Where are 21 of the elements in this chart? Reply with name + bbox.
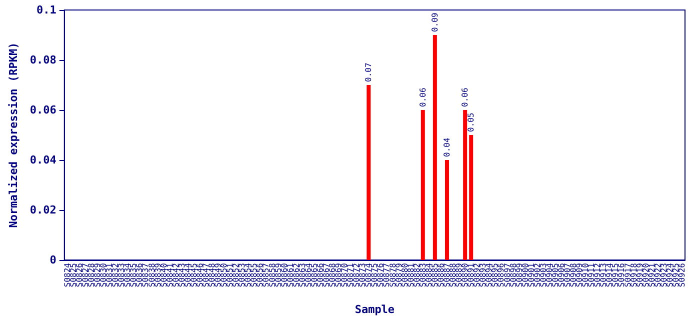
data-label: 0.06 <box>418 88 428 107</box>
bar <box>463 110 468 260</box>
bar <box>366 85 371 260</box>
y-tick-label: 0.08 <box>30 54 56 66</box>
y-tick-label: 0.02 <box>30 204 56 216</box>
y-tick-label: 0.04 <box>30 154 57 166</box>
data-label: 0.07 <box>364 62 374 82</box>
y-tick-label: 0 <box>50 254 56 266</box>
data-label: 0.04 <box>442 138 452 157</box>
data-label: 0.05 <box>466 112 476 132</box>
data-label: 0.06 <box>460 88 470 107</box>
x-tick-label: S0887 <box>442 262 452 288</box>
x-axis-title: Sample <box>354 303 395 316</box>
bar <box>445 160 449 260</box>
bar <box>432 35 437 260</box>
bar <box>469 135 474 260</box>
data-label: 0.09 <box>430 12 440 32</box>
y-tick-label: 0.1 <box>36 4 57 16</box>
bar <box>420 110 425 260</box>
y-axis-title: Normalized expression (RPKM) <box>7 42 20 228</box>
y-tick-label: 0.06 <box>30 104 57 116</box>
